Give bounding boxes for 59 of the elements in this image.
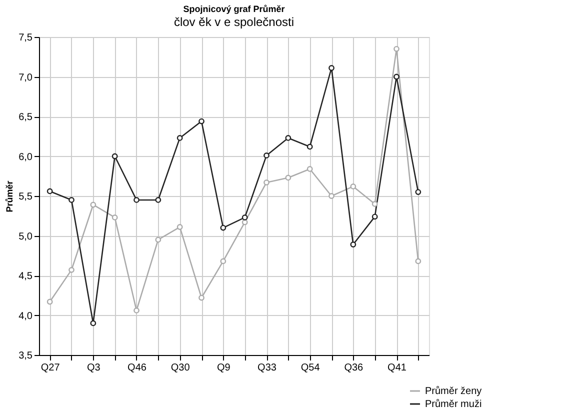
point — [68, 266, 74, 273]
point — [134, 308, 140, 314]
point — [394, 74, 400, 80]
point — [306, 166, 313, 172]
point — [285, 174, 292, 181]
point — [112, 153, 118, 160]
point — [328, 193, 334, 199]
point — [90, 320, 96, 326]
x-tick-label: Q41 — [388, 362, 407, 374]
point — [306, 144, 313, 150]
y-tick-label: 5,0 — [18, 231, 33, 242]
y-tick-label: 5,5 — [18, 192, 33, 202]
point — [155, 236, 162, 243]
point — [394, 46, 400, 52]
x-tick-label: Q54 — [300, 362, 320, 374]
x-tick-label: Q27 — [40, 362, 60, 374]
point — [198, 294, 204, 301]
y-tick-label: 4,5 — [18, 271, 33, 282]
y-tick-label: 3,5 — [18, 350, 33, 362]
point — [285, 135, 292, 141]
point — [220, 224, 226, 231]
legend-label: Průměr ženy — [425, 385, 482, 397]
y-axis-title: Průměr — [4, 180, 15, 212]
point — [46, 298, 53, 305]
x-tick-label: Q36 — [344, 362, 364, 374]
x-tick-label: Q3 — [86, 362, 101, 374]
point — [415, 258, 422, 264]
point — [264, 152, 270, 158]
point — [220, 258, 226, 264]
point — [90, 202, 96, 208]
y-tick-label: 7,5 — [18, 32, 33, 44]
point — [68, 197, 74, 203]
y-tick-label: 6,0 — [18, 152, 33, 163]
point — [264, 180, 270, 186]
point — [242, 219, 248, 226]
y-tick-label: 4,0 — [18, 310, 33, 322]
point — [198, 118, 204, 124]
x-tick-label: Q9 — [216, 362, 231, 374]
point — [350, 184, 356, 190]
chart-title: Spojnicový graf Průměr — [183, 4, 286, 14]
point — [176, 224, 183, 230]
point — [350, 242, 356, 248]
x-tick-label: Q46 — [128, 362, 147, 374]
point — [46, 188, 53, 194]
x-tick-label: Q33 — [258, 362, 277, 374]
point — [372, 214, 378, 220]
point — [134, 197, 140, 203]
point — [176, 135, 183, 141]
point — [415, 189, 422, 195]
point — [328, 65, 334, 71]
legend-label: Průměr muži — [425, 398, 482, 410]
x-tick-label: Q30 — [170, 362, 190, 374]
chart-subtitle: člov ěk v e společnosti — [174, 15, 294, 29]
point — [372, 201, 378, 207]
y-tick-label: 7,0 — [18, 72, 33, 84]
y-tick-label: 6,5 — [18, 112, 33, 123]
point — [155, 197, 162, 203]
point — [242, 214, 248, 220]
point — [112, 214, 118, 220]
